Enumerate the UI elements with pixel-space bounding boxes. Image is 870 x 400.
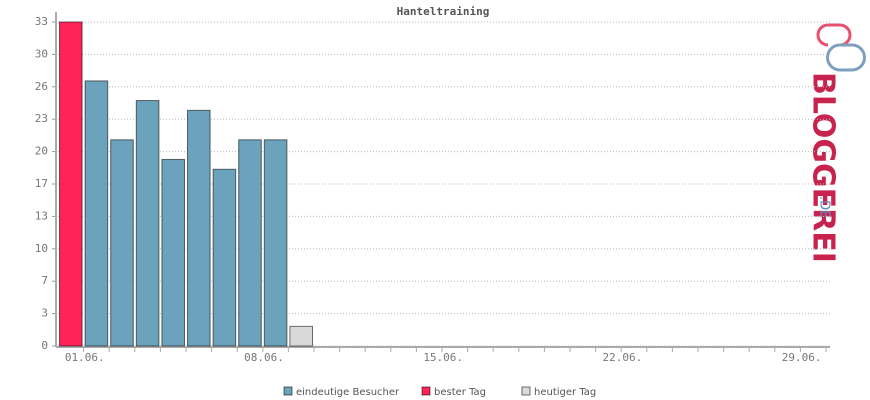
x-tick-label: 29.06. [782,351,822,364]
y-tick-label: 3 [41,307,48,320]
legend-swatch [521,386,531,396]
bar [238,139,262,347]
bar [263,139,288,347]
bar [84,80,109,347]
x-tick-label: 08.06. [244,351,284,364]
bar [161,158,185,347]
bar [212,168,237,347]
chart-title: Hanteltraining [397,5,490,18]
logo-text: BLOGGEREI [806,72,841,263]
y-tick-label: 13 [35,209,48,222]
x-tick-label: 15.06. [423,351,463,364]
logo-suffix: .DE [817,196,832,218]
bar [135,100,160,347]
y-tick-label: 33 [35,15,48,28]
y-tick-label: 17 [35,177,48,190]
y-tick-label: 23 [35,112,48,125]
bar [187,109,211,347]
legend-label: eindeutige Besucher [296,387,400,398]
y-tick-label: 30 [35,47,48,60]
legend-swatch [283,386,293,396]
legend-swatch [421,386,431,396]
y-tick-label: 0 [41,339,48,352]
x-tick-label: 22.06. [603,351,643,364]
bar [59,21,83,347]
y-tick-label: 10 [35,242,48,255]
y-tick-label: 7 [41,274,48,287]
legend-label: heutiger Tag [534,387,596,398]
y-tick-label: 26 [35,80,48,93]
logo-icon [816,23,866,72]
x-tick-label: 01.06. [65,351,105,364]
legend-label: bester Tag [434,387,486,398]
bar [110,139,134,347]
y-tick-label: 20 [35,145,48,158]
bar [289,325,313,347]
